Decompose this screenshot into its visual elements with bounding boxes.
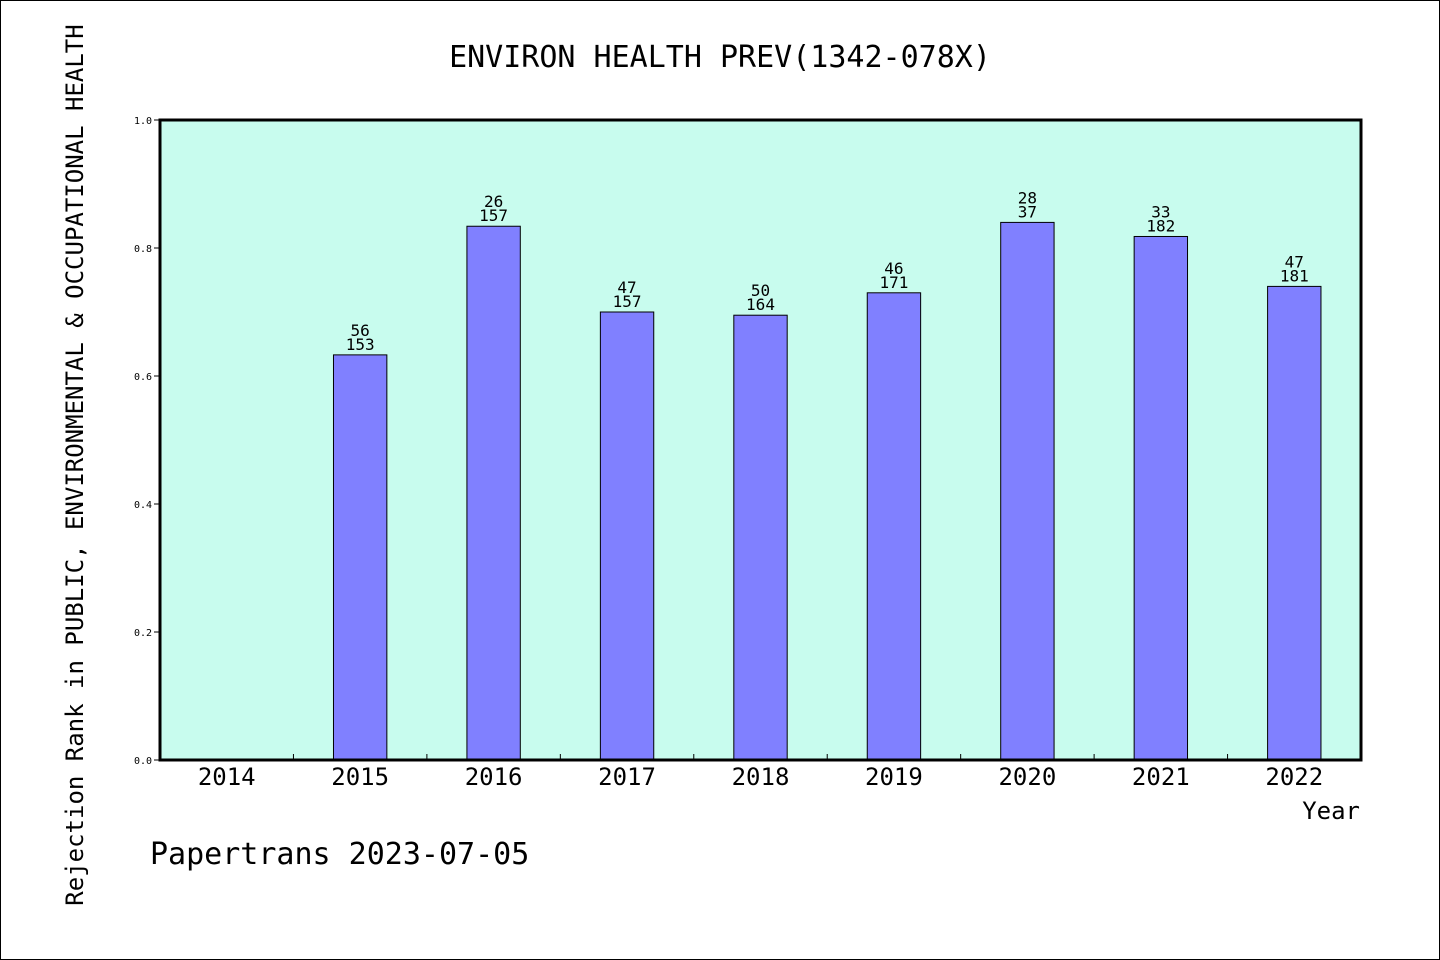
y-tick-label: 1.0 xyxy=(134,116,152,127)
y-tick-label: 0.6 xyxy=(134,372,152,383)
bar xyxy=(599,311,655,761)
y-tick-label: 0.0 xyxy=(134,756,152,767)
bar-label-top: 46 xyxy=(884,259,903,278)
x-axis-label: Year xyxy=(1302,797,1360,825)
bar-label-top: 56 xyxy=(351,321,370,340)
plot-border xyxy=(158,118,1363,762)
bar xyxy=(1133,235,1189,761)
x-tick-label: 2014 xyxy=(198,763,256,791)
x-tick-label: 2022 xyxy=(1265,763,1323,791)
bar-label-bottom: 157 xyxy=(479,206,508,225)
footer-text: Papertrans 2023-07-05 xyxy=(150,837,529,872)
x-tick-label: 2015 xyxy=(331,763,389,791)
y-axis: 0.0 0.2 0.4 0.6 0.8 1.0 xyxy=(134,116,160,767)
bar-label-top: 50 xyxy=(751,281,770,300)
bar-label-top: 33 xyxy=(1151,202,1170,221)
bar-label-bottom: 157 xyxy=(613,292,642,311)
y-tick-label: 0.8 xyxy=(134,244,152,255)
y-axis-label: Rejection Rank in PUBLIC, ENVIRONMENTAL … xyxy=(61,24,89,905)
bar xyxy=(1000,221,1055,761)
bar xyxy=(466,225,521,761)
bar-label-bottom: 181 xyxy=(1280,266,1309,285)
x-tick-label: 2018 xyxy=(732,763,790,791)
x-tick-label: 2019 xyxy=(865,763,923,791)
bar-label-bottom: 37 xyxy=(1018,202,1037,221)
x-axis: 2014 2015 2016 2017 2018 2019 2020 2021 2022 xyxy=(198,754,1323,791)
chart-title: ENVIRON HEALTH PREV(1342-078X) xyxy=(449,40,991,75)
bar-label-bottom: 182 xyxy=(1146,216,1175,235)
bar xyxy=(332,354,388,761)
bar-label-bottom: 164 xyxy=(746,295,775,314)
y-tick-label: 0.4 xyxy=(134,500,152,511)
bar xyxy=(733,314,788,761)
bar-label-bottom: 171 xyxy=(879,273,908,292)
x-tick-label: 2021 xyxy=(1132,763,1190,791)
y-tick-label: 0.2 xyxy=(134,628,152,639)
bar xyxy=(1267,285,1322,761)
x-tick-label: 2017 xyxy=(598,763,656,791)
bar-label-top: 47 xyxy=(1285,252,1304,271)
bar xyxy=(866,292,922,761)
bar-label-bottom: 153 xyxy=(346,335,375,354)
x-tick-label: 2016 xyxy=(465,763,523,791)
bar-label-top: 47 xyxy=(617,278,636,297)
bar-label-top: 26 xyxy=(484,192,503,211)
x-tick-label: 2020 xyxy=(998,763,1056,791)
bar-label-top: 28 xyxy=(1018,188,1037,207)
